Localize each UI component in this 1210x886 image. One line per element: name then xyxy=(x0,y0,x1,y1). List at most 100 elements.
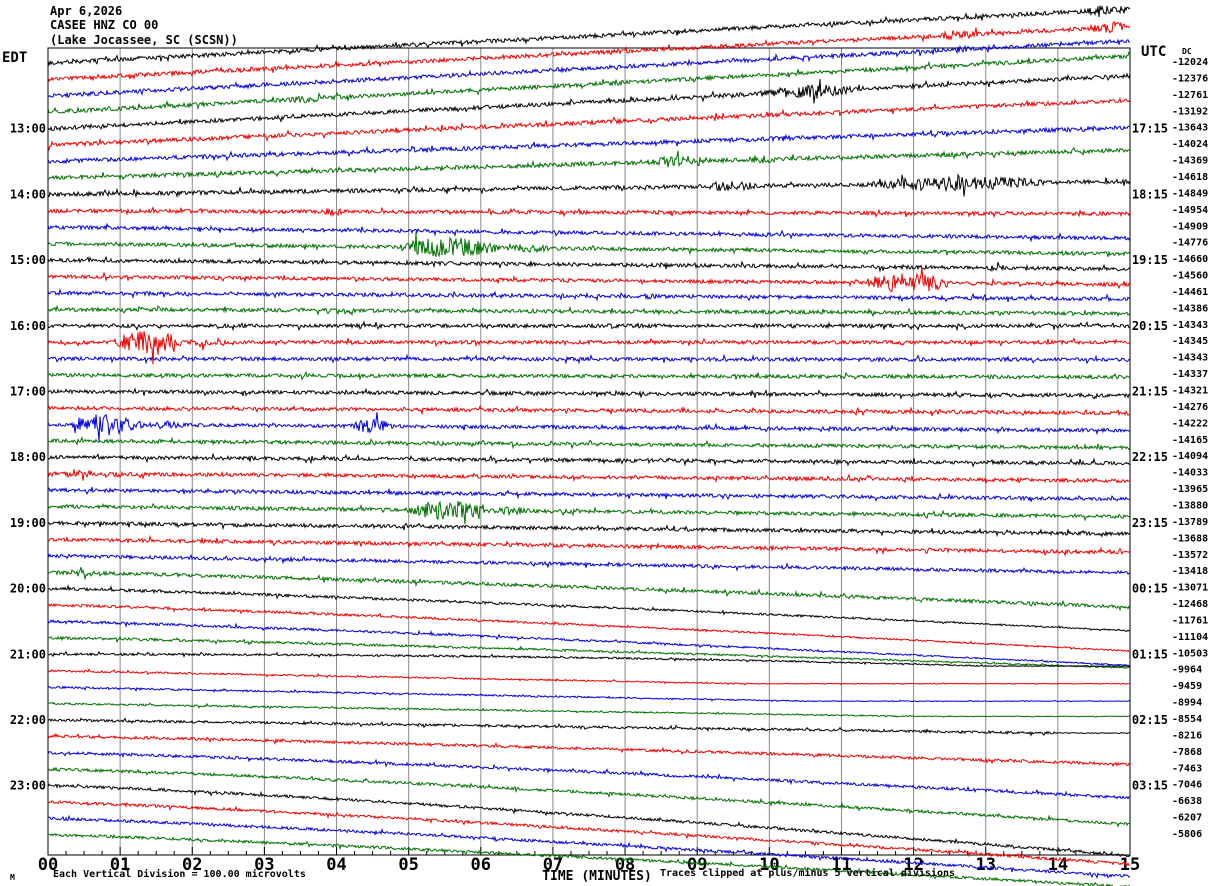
x-axis-title: TIME (MINUTES) xyxy=(542,869,652,884)
dc-offset-value: -6638 xyxy=(1172,796,1202,807)
dc-offset-value: -13965 xyxy=(1172,484,1208,495)
dc-offset-value: -11761 xyxy=(1172,615,1208,626)
trace-row-18:30 xyxy=(47,486,1131,502)
x-tick-label: 07 xyxy=(543,855,563,875)
trace-row-15:45 xyxy=(47,304,1131,318)
trace-row-21:00 xyxy=(47,650,1131,668)
dc-offset-value: -9964 xyxy=(1172,665,1202,676)
trace-row-22:15 xyxy=(47,732,1131,768)
edt-hour-label: 18:00 xyxy=(10,450,46,464)
trace-row-13:00 xyxy=(47,72,1131,132)
trace-row-18:00 xyxy=(47,452,1131,468)
plot-border xyxy=(47,47,1131,856)
trace-row-17:00 xyxy=(47,387,1131,401)
trace-row-14:30 xyxy=(47,222,1131,243)
dc-offset-value: -13418 xyxy=(1172,566,1208,577)
dc-offset-header: DC xyxy=(1182,47,1192,56)
dc-offset-value: -14321 xyxy=(1172,386,1208,397)
dc-offset-value: -13880 xyxy=(1172,500,1208,511)
clip-note: Traces clipped at plus/minus 5 vertical … xyxy=(660,867,955,879)
trace-row-15:15 xyxy=(47,267,1131,293)
trace-row-12:30 xyxy=(47,38,1131,99)
grid-layer xyxy=(47,47,1131,856)
trace-row-20:00 xyxy=(47,584,1131,633)
trace-row-19:45 xyxy=(47,567,1131,612)
dc-offset-value: -12024 xyxy=(1172,57,1208,68)
dc-offset-value: -14024 xyxy=(1172,139,1208,150)
edt-hour-label: 17:00 xyxy=(10,385,46,399)
dc-offset-value: -12468 xyxy=(1172,599,1208,610)
x-tick-label: 13 xyxy=(975,855,995,875)
x-tick-label: 12 xyxy=(903,855,923,875)
x-tick-label: 04 xyxy=(326,855,346,875)
trace-row-13:15 xyxy=(47,97,1131,152)
header-station: CASEE HNZ CO 00 xyxy=(50,18,158,32)
edt-hour-label: 21:00 xyxy=(10,647,46,661)
trace-row-22:45 xyxy=(47,766,1130,828)
dc-offset-value: -5806 xyxy=(1172,829,1202,840)
dc-offset-value: -14849 xyxy=(1172,188,1208,199)
dc-offset-value: -14776 xyxy=(1172,238,1208,249)
dc-offset-value: -8216 xyxy=(1172,730,1202,741)
trace-row-14:15 xyxy=(47,206,1131,219)
trace-row-16:30 xyxy=(48,353,1131,365)
dc-offset-value: -14033 xyxy=(1172,468,1208,479)
dc-offset-value: -14094 xyxy=(1172,451,1208,462)
utc-hour-label: 22:15 xyxy=(1132,450,1168,464)
edt-hour-label: 23:00 xyxy=(10,779,46,793)
dc-offset-value: -6207 xyxy=(1172,813,1202,824)
dc-offset-value: -7868 xyxy=(1172,747,1202,758)
header-location: (Lake Jocassee, SC (SCSN)) xyxy=(50,33,238,47)
utc-hour-label: 03:15 xyxy=(1132,779,1168,793)
utc-hour-label: 00:15 xyxy=(1132,582,1168,596)
x-axis-tick-labels: 00 01 02 03 04 05 06 07 08 09 10 11 12 13 14 15 xyxy=(38,855,1140,875)
trace-row-17:45 xyxy=(47,436,1131,451)
x-tick-label: 00 xyxy=(38,855,58,875)
dc-offset-value: -12761 xyxy=(1172,90,1208,101)
dc-offset-value: -14909 xyxy=(1172,221,1208,232)
dc-offset-value: -14343 xyxy=(1172,320,1208,331)
utc-hour-label: 18:15 xyxy=(1132,187,1168,201)
trace-row-21:15 xyxy=(47,668,1131,686)
x-tick-label: 10 xyxy=(759,855,779,875)
trace-row-18:45 xyxy=(47,500,1131,525)
utc-hour-label: 20:15 xyxy=(1132,319,1168,333)
dc-offset-value: -13688 xyxy=(1172,533,1208,544)
dc-offset-value: -14386 xyxy=(1172,303,1208,314)
dc-offset-value: -14954 xyxy=(1172,205,1208,216)
scale-note: Each Vertical Division = 100.00 microvol… xyxy=(53,868,306,880)
edt-hour-label: 15:00 xyxy=(10,253,46,267)
dc-offset-value: -14660 xyxy=(1172,254,1208,265)
trace-row-13:45 xyxy=(47,146,1131,181)
dc-offset-value: -14343 xyxy=(1172,353,1208,364)
dc-offset-value: -14222 xyxy=(1172,418,1208,429)
dc-offset-value: -13643 xyxy=(1172,123,1208,134)
dc-offset-value: -14560 xyxy=(1172,271,1208,282)
trace-row-15:00 xyxy=(47,255,1131,273)
dc-offset-value: -14618 xyxy=(1172,172,1208,183)
dc-offset-value: -9459 xyxy=(1172,681,1202,692)
trace-row-22:30 xyxy=(47,751,1130,800)
trace-row-13:30 xyxy=(47,124,1131,165)
x-tick-label: 05 xyxy=(398,855,418,875)
edt-hour-label: 20:00 xyxy=(10,582,46,596)
dc-offset-value: -14276 xyxy=(1172,402,1208,413)
dc-offset-value: -8554 xyxy=(1172,714,1202,725)
x-axis-ticks xyxy=(47,847,1131,855)
trace-layer xyxy=(47,4,1131,886)
utc-hour-label: 01:15 xyxy=(1132,647,1168,661)
corner-glyph: M xyxy=(10,873,15,882)
trace-row-16:15 xyxy=(47,331,1131,365)
dc-offset-value: -7046 xyxy=(1172,780,1202,791)
trace-row-16:00 xyxy=(47,320,1130,332)
utc-hour-label: 23:15 xyxy=(1132,516,1168,530)
edt-hour-label: 14:00 xyxy=(10,187,46,201)
edt-hour-label: 13:00 xyxy=(10,122,46,136)
trace-row-23:00 xyxy=(47,783,1131,858)
trace-row-20:45 xyxy=(47,635,1131,669)
dc-offset-value: -13192 xyxy=(1172,106,1208,117)
trace-row-19:15 xyxy=(47,534,1131,557)
dc-offset-value: -11104 xyxy=(1172,632,1208,643)
x-tick-label: 06 xyxy=(471,855,491,875)
